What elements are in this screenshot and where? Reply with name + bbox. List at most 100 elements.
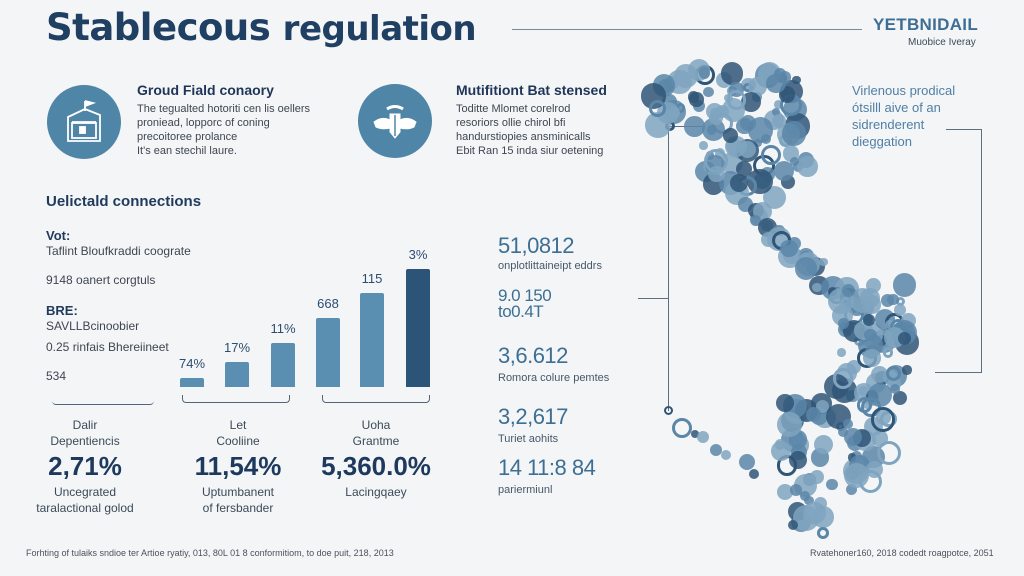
mid-stat-value: to0.4T — [498, 302, 543, 322]
kpi-head: Dalir — [15, 417, 155, 433]
map-bubble — [795, 399, 818, 422]
feature-1-line: precoitoree prolance — [137, 130, 310, 144]
map-bubble — [811, 393, 832, 414]
map-bubble — [775, 439, 785, 449]
connector-line — [935, 372, 982, 373]
map-bubble — [789, 451, 808, 470]
map-bubble — [793, 505, 819, 531]
map-bubble — [709, 111, 723, 125]
map-bubble — [844, 463, 869, 488]
bar-value-label: 17% — [215, 340, 259, 355]
map-bubble — [847, 296, 867, 316]
map-bubble — [703, 162, 713, 172]
connector-line — [981, 129, 982, 373]
map-bubble — [893, 322, 915, 344]
map-bubble — [688, 59, 711, 82]
map-bubble — [892, 331, 901, 340]
map-bubble — [892, 320, 917, 345]
map-bubble — [702, 118, 725, 141]
map-bubble — [758, 218, 777, 237]
map-bubble — [800, 491, 810, 501]
map-bubble — [703, 173, 725, 195]
kpi-head: Cooliine — [168, 433, 308, 449]
map-bubble — [862, 398, 874, 410]
map-bubble — [858, 333, 883, 358]
map-bubble — [737, 176, 756, 195]
mid-stat-value: 3,2,617 — [498, 404, 568, 430]
map-bubble — [836, 422, 845, 431]
kpi-value: 11,54% — [168, 451, 308, 482]
map-bubble — [844, 428, 863, 447]
map-bubble — [862, 446, 884, 468]
connector-endpoint-icon — [664, 406, 673, 415]
bar — [360, 293, 384, 387]
house-flag-icon — [47, 85, 121, 159]
map-bubble — [784, 399, 809, 424]
feature-2-line: resoriors ollie chirol bfi — [456, 116, 603, 130]
map-bubble — [748, 203, 764, 219]
map-bubble — [778, 245, 801, 268]
kpi-head: Uoha — [306, 417, 446, 433]
map-bubble — [896, 297, 906, 307]
bar-value-label: 74% — [170, 356, 214, 371]
map-bubble — [811, 448, 829, 466]
map-bubble — [791, 444, 807, 460]
bar-value-label: 3% — [396, 247, 440, 262]
map-bubble — [789, 430, 807, 448]
mid-stat-value: 3,6.612 — [498, 343, 568, 369]
kpi-foot: of fersbander — [168, 500, 308, 516]
map-bubble — [871, 407, 896, 432]
map-bubble — [697, 431, 709, 443]
map-bubble — [721, 152, 743, 174]
map-bubble — [721, 450, 731, 460]
map-note-line: dieggation — [852, 133, 955, 150]
map-bubble — [658, 79, 673, 94]
winged-shield-icon — [358, 84, 432, 158]
map-bubble — [669, 107, 680, 118]
mid-stat-label: pariermiunl — [498, 484, 552, 496]
feature-2-text: Toditte Mlomet corelrod resoriors ollie … — [456, 102, 603, 158]
map-bubble — [863, 314, 874, 325]
map-bubble — [850, 288, 875, 313]
map-bubble — [885, 365, 907, 387]
map-bubble — [894, 304, 906, 316]
map-bubble — [872, 329, 896, 353]
map-bubble — [871, 366, 888, 383]
mid-stat-label: Turiet aohits — [498, 433, 558, 445]
map-bubble — [863, 295, 881, 313]
map-bubble — [780, 94, 802, 116]
map-bubble — [898, 332, 911, 345]
footer-source-left: Forhting of tulaiks sndioe ter Artioe ry… — [26, 548, 394, 558]
map-bubble — [748, 77, 767, 96]
map-bubble — [699, 141, 708, 150]
group-line: 534 — [46, 369, 66, 383]
map-bubble — [730, 174, 748, 192]
map-bubble — [819, 258, 828, 267]
map-bubble — [795, 257, 818, 280]
map-bubble — [798, 152, 815, 169]
map-bubble — [853, 298, 868, 313]
map-bubble — [674, 64, 698, 88]
map-bubble — [866, 278, 881, 293]
map-bubble — [724, 94, 732, 102]
map-bubble — [736, 118, 752, 134]
map-bubble — [860, 288, 880, 308]
group-label-vot: Vot: — [46, 228, 70, 243]
map-bubble — [777, 73, 786, 82]
connector-line — [668, 126, 703, 127]
title-bold: Stablecous — [46, 6, 270, 49]
map-bubble — [788, 520, 798, 530]
map-bubble — [790, 157, 799, 166]
map-bubble — [783, 98, 806, 121]
map-bubble — [727, 86, 737, 96]
map-bubble — [797, 156, 817, 176]
bar-chart: 74% 17% 11% 668 115 3% — [170, 240, 440, 387]
kpi-head: Let — [168, 417, 308, 433]
mid-stat-label: Romora colure pemtes — [498, 372, 609, 384]
map-bubble — [881, 294, 894, 307]
map-bubble — [839, 291, 859, 311]
bar — [225, 362, 249, 387]
feature-2-title: Mutifitiont Bat stensed — [456, 82, 607, 98]
map-bubble — [662, 94, 678, 110]
map-bubble — [761, 134, 771, 144]
